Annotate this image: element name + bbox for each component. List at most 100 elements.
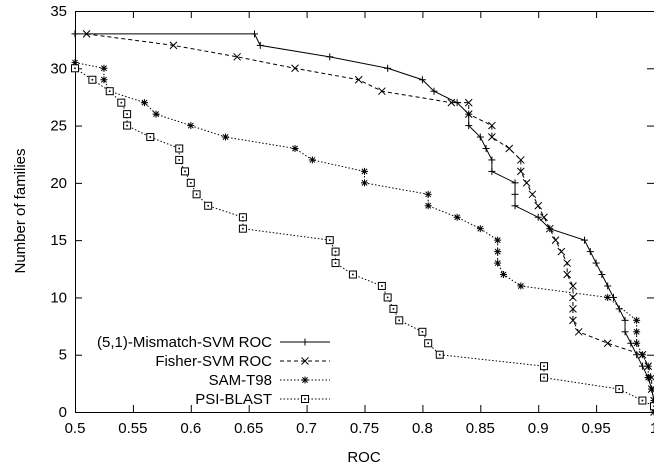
- data-point: [465, 122, 473, 130]
- data-point: [325, 236, 334, 245]
- marker-stroke: [361, 168, 368, 175]
- x-tick-label: 0.55: [118, 420, 147, 437]
- marker-dot: [190, 182, 192, 184]
- data-point: [238, 213, 247, 222]
- data-point: [140, 99, 148, 107]
- data-point: [424, 190, 432, 198]
- marker-stroke: [545, 224, 554, 233]
- marker-stroke: [361, 179, 368, 186]
- marker-dot: [126, 113, 128, 115]
- marker-stroke: [633, 340, 640, 347]
- marker-stroke: [100, 76, 107, 83]
- data-point: [648, 385, 654, 393]
- data-point: [488, 156, 496, 164]
- marker-dot: [195, 193, 198, 196]
- data-point: [117, 98, 126, 107]
- marker-stroke: [302, 377, 308, 383]
- marker-dot: [242, 227, 244, 230]
- data-point: [250, 30, 258, 38]
- data-point: [361, 179, 368, 187]
- marker-stroke: [569, 305, 577, 313]
- marker-stroke: [639, 351, 646, 358]
- data-point: [291, 144, 299, 152]
- data-point: [494, 259, 502, 267]
- marker-dot: [427, 342, 429, 345]
- marker-dot: [91, 78, 94, 81]
- data-point: [522, 179, 531, 187]
- x-tick-label: 1: [650, 420, 654, 437]
- marker-stroke: [291, 64, 299, 73]
- data-point: [301, 395, 309, 403]
- y-tick-label: 30: [50, 60, 67, 77]
- data-point: [488, 133, 496, 141]
- y-tick-label: 10: [50, 289, 67, 306]
- marker-stroke: [309, 156, 316, 163]
- y-tick-label: 35: [50, 3, 67, 20]
- data-point: [621, 328, 629, 336]
- data-point: [545, 224, 554, 233]
- marker-stroke: [100, 65, 107, 72]
- data-point: [100, 76, 108, 84]
- marker-stroke: [222, 134, 229, 141]
- data-point: [389, 304, 398, 313]
- marker-dot: [381, 285, 383, 287]
- data-point: [383, 293, 392, 302]
- marker-stroke: [464, 98, 473, 107]
- marker-dot: [421, 331, 424, 333]
- data-point: [644, 362, 652, 370]
- data-point: [650, 408, 654, 416]
- data-point: [516, 167, 525, 176]
- data-point: [644, 374, 652, 382]
- legend-label: SAM-T98: [209, 372, 272, 389]
- marker-stroke: [528, 190, 537, 199]
- data-point: [464, 110, 473, 118]
- data-point: [488, 167, 496, 175]
- axis-ticks: 0.50.550.60.650.70.750.80.850.90.9510510…: [50, 3, 654, 437]
- data-point: [301, 376, 309, 384]
- data-point: [123, 121, 132, 130]
- marker-stroke: [563, 259, 572, 267]
- marker-dot: [184, 170, 186, 173]
- data-point: [534, 213, 542, 221]
- marker-stroke: [574, 327, 583, 336]
- marker-stroke: [516, 156, 525, 164]
- legend-label: PSI-BLAST: [195, 391, 272, 408]
- data-point: [378, 87, 386, 96]
- marker-stroke: [447, 98, 456, 107]
- marker-stroke: [563, 270, 572, 279]
- legend-label: (5,1)-Mismatch-SVM ROC: [97, 334, 272, 351]
- data-point: [603, 339, 612, 348]
- data-point: [557, 247, 566, 256]
- marker-dot: [207, 204, 209, 207]
- data-point: [511, 202, 519, 210]
- marker-stroke: [378, 87, 386, 96]
- data-point: [301, 338, 309, 346]
- marker-stroke: [650, 411, 654, 416]
- data-point: [517, 282, 525, 290]
- data-point: [539, 362, 548, 371]
- marker-stroke: [354, 75, 363, 84]
- data-point: [192, 190, 201, 199]
- marker-stroke: [648, 386, 654, 393]
- data-point: [586, 248, 594, 256]
- data-point: [361, 167, 368, 175]
- data-point: [453, 213, 461, 221]
- marker-stroke: [604, 294, 611, 301]
- data-point: [621, 316, 629, 324]
- data-point: [569, 305, 577, 313]
- marker-stroke: [569, 316, 577, 325]
- marker-stroke: [645, 363, 652, 370]
- x-tick-label: 0.5: [65, 420, 86, 437]
- marker-dot: [438, 353, 441, 356]
- marker-stroke: [517, 282, 524, 289]
- data-point: [238, 224, 247, 233]
- data-point: [186, 178, 195, 187]
- marker-stroke: [488, 133, 496, 141]
- x-tick-label: 0.85: [466, 420, 495, 437]
- x-tick-label: 0.8: [412, 420, 433, 437]
- data-point: [348, 270, 357, 279]
- marker-stroke: [494, 237, 501, 244]
- data-point: [505, 144, 514, 153]
- marker-stroke: [488, 121, 496, 130]
